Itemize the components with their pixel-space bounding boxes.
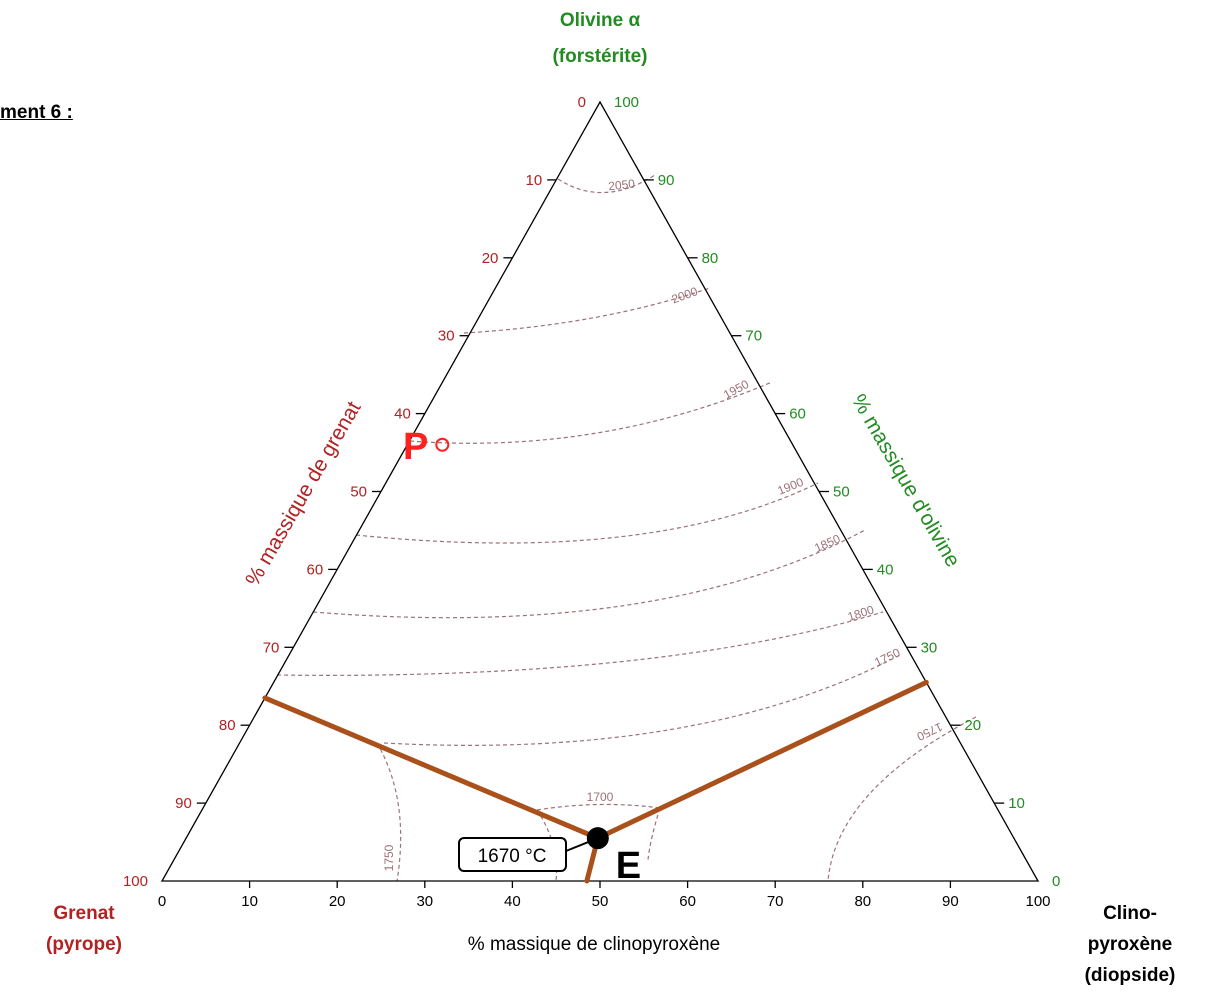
isotherm-label: 1900 xyxy=(776,475,806,498)
olivine-tick-label: 70 xyxy=(745,328,762,345)
olivine-tick-label: 90 xyxy=(658,172,675,189)
vertex-right-name: Clino- xyxy=(1103,903,1157,924)
clinopyroxene-tick-label: 30 xyxy=(416,893,433,910)
point-p-marker xyxy=(435,437,450,452)
olivine-tick-label: 60 xyxy=(789,406,806,423)
olivine-tick-label: 80 xyxy=(702,250,719,267)
eutectic-temperature-label: 1670 °C xyxy=(478,846,547,867)
isotherm-curve xyxy=(355,482,819,544)
isotherm-curve xyxy=(647,807,661,861)
clinopyroxene-tick-label: 10 xyxy=(241,893,258,910)
grenat-tick-label: 20 xyxy=(482,250,499,267)
isotherm-curve xyxy=(312,529,866,619)
vertex-top-subname: (forstérite) xyxy=(552,46,647,67)
clinopyroxene-tick-label: 100 xyxy=(1025,893,1050,910)
vertex-right-name2: pyroxène xyxy=(1088,934,1172,955)
isotherm-label: 1850 xyxy=(812,531,842,555)
olivine-tick-label: 50 xyxy=(833,484,850,501)
clinopyroxene-tick-label: 70 xyxy=(767,893,784,910)
document-title: ment 6 : xyxy=(0,102,73,123)
olivine-tick-label: 20 xyxy=(964,717,981,734)
vertex-left-name: Grenat xyxy=(53,903,115,924)
axis-label-grenat: % massique de grenat xyxy=(241,397,365,590)
clinopyroxene-tick-label: 0 xyxy=(158,893,166,910)
isotherm-curve xyxy=(376,742,402,882)
grenat-tick-label: 80 xyxy=(219,717,236,734)
olivine-tick-label: 0 xyxy=(1052,873,1060,890)
isotherm-label: 1750 xyxy=(382,844,396,871)
isotherm-curve xyxy=(409,381,773,444)
vertex-left-subname: (pyrope) xyxy=(46,934,122,955)
isotherm-curve xyxy=(383,654,901,746)
eutectic-temperature-box xyxy=(458,837,567,872)
clinopyroxene-tick-label: 20 xyxy=(329,893,346,910)
vertex-top-name: Olivine α xyxy=(560,10,641,31)
grenat-tick-label: 90 xyxy=(175,795,192,812)
point-p-label: P xyxy=(403,426,428,468)
isotherm-label: 1800 xyxy=(846,602,876,624)
point-e-marker xyxy=(586,827,609,850)
point-layer: P 1670 °C E xyxy=(403,426,641,887)
isotherm-curve xyxy=(827,716,977,882)
grenat-tick-label: 70 xyxy=(263,639,280,656)
grenat-tick-label: 30 xyxy=(438,328,455,345)
olivine-tick-label: 30 xyxy=(921,639,938,656)
olivine-tick-label: 10 xyxy=(1008,795,1025,812)
grenat-tick-label: 100 xyxy=(123,873,148,890)
clinopyroxene-tick-label: 90 xyxy=(942,893,959,910)
isotherm-label: 1750 xyxy=(872,645,902,669)
point-e-label: E xyxy=(616,845,641,887)
cotectic-line xyxy=(262,695,601,841)
clinopyroxene-tick-label: 80 xyxy=(854,893,871,910)
isotherm-label: 2050 xyxy=(608,177,636,194)
axis-label-olivine: % massique d'olivine xyxy=(847,390,965,571)
cotectic-layer xyxy=(262,679,929,884)
isotherm-label: 1950 xyxy=(721,377,751,402)
olivine-tick-label: 40 xyxy=(877,561,894,578)
isotherm-label: 2000 xyxy=(670,284,700,306)
axis-label-clinopyroxene: % massique de clinopyroxène xyxy=(468,934,720,955)
grenat-tick-label: 0 xyxy=(578,94,586,111)
isotherm-curve xyxy=(557,174,656,194)
grenat-tick-label: 10 xyxy=(526,172,543,189)
cotectic-line xyxy=(595,679,929,841)
clinopyroxene-tick-label: 40 xyxy=(504,893,521,910)
isotherm-label: 1700 xyxy=(587,790,614,804)
olivine-tick-label: 100 xyxy=(614,94,639,111)
isotherm-curve xyxy=(536,803,661,811)
grenat-tick-label: 50 xyxy=(350,484,367,501)
vertex-right-subname: (diopside) xyxy=(1085,965,1176,986)
grenat-tick-label: 60 xyxy=(307,561,324,578)
grenat-tick-label: 40 xyxy=(394,406,411,423)
clinopyroxene-tick-label: 60 xyxy=(679,893,696,910)
isotherm-curve xyxy=(276,611,884,676)
isotherm-label: 1750 xyxy=(914,720,944,744)
clinopyroxene-tick-label: 50 xyxy=(592,893,609,910)
